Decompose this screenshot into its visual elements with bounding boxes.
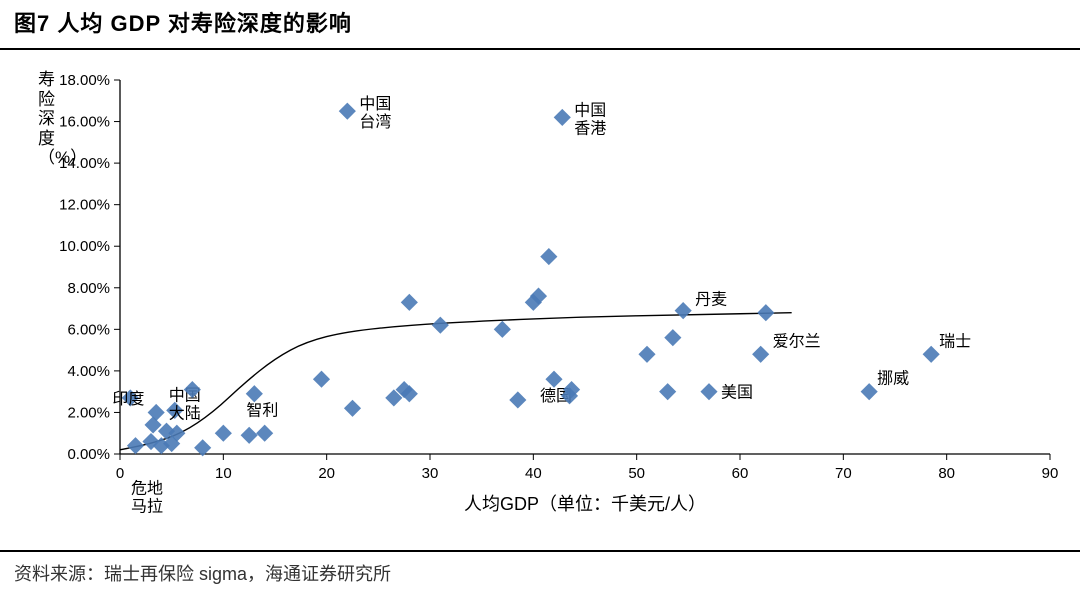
x-tick-label: 60: [732, 465, 749, 482]
scatter-point-label: 台湾: [359, 113, 391, 131]
scatter-point: [638, 346, 655, 363]
scatter-point: [700, 383, 717, 400]
x-tick-label: 80: [938, 465, 955, 482]
scatter-point: [256, 425, 273, 442]
y-tick-label: 4.00%: [67, 363, 110, 380]
scatter-point-label: 丹麦: [695, 291, 727, 309]
scatter-point: [432, 317, 449, 334]
scatter-point: [494, 321, 511, 338]
scatter-point-label: 大陆: [169, 404, 201, 422]
source-line: 资料来源：瑞士再保险 sigma，海通证券研究所: [0, 550, 1080, 594]
y-tick-label: 2.00%: [67, 404, 110, 421]
plot-area: 寿险深度（%） 0 10 20 30 40 50 60 70 80 90 0.00% 2.00% 4.0…: [0, 50, 1080, 544]
figure-root: 图7 人均 GDP 对寿险深度的影响 寿险深度（%） 0 10 20 30 40 50 60…: [0, 0, 1080, 594]
scatter-point: [241, 427, 258, 444]
scatter-point: [246, 385, 263, 402]
scatter-point: [215, 425, 232, 442]
scatter-point: [339, 103, 356, 120]
y-tick-label: 0.00%: [67, 446, 110, 463]
y-tick-label: 10.00%: [59, 238, 110, 255]
scatter-point: [659, 383, 676, 400]
figure-title: 图7 人均 GDP 对寿险深度的影响: [0, 0, 1080, 50]
scatter-point-label: 美国: [721, 384, 753, 402]
scatter-point: [540, 248, 557, 265]
scatter-point: [675, 302, 692, 319]
scatter-point: [923, 346, 940, 363]
x-tick-label: 10: [215, 465, 232, 482]
scatter-point: [752, 346, 769, 363]
x-tick-label: 70: [835, 465, 852, 482]
y-tick-label: 6.00%: [67, 321, 110, 338]
scatter-point-label: 智利: [246, 402, 278, 420]
scatter-point: [148, 404, 165, 421]
x-tick-label: 40: [525, 465, 542, 482]
x-axis-label: 人均GDP（单位：千美元/人）: [464, 494, 706, 514]
x-tick-label: 50: [628, 465, 645, 482]
scatter-point: [757, 304, 774, 321]
scatter-point: [545, 371, 562, 388]
scatter-point: [344, 400, 361, 417]
x-tick-label: 20: [318, 465, 335, 482]
scatter-point-label: 中国: [574, 101, 606, 119]
scatter-point: [401, 294, 418, 311]
scatter-point-label: 挪威: [877, 370, 909, 388]
y-tick-label: 8.00%: [67, 280, 110, 297]
scatter-point: [313, 371, 330, 388]
scatter-point-label: 危地: [131, 480, 163, 498]
scatter-point-label: 瑞士: [939, 332, 971, 350]
x-tick-label: 0: [116, 465, 124, 482]
scatter-point: [664, 329, 681, 346]
scatter-point-label: 中国: [359, 95, 391, 113]
scatter-point-label: 爱尔兰: [773, 332, 821, 350]
scatter-point: [509, 391, 526, 408]
x-tick-label: 30: [422, 465, 439, 482]
y-tick-label: 16.00%: [59, 114, 110, 131]
scatter-chart: 0 10 20 30 40 50 60 70 80 90 0.00% 2.00% 4.00% 6.00% 8…: [0, 50, 1080, 544]
y-axis-label: 寿险深度（%）: [38, 70, 55, 168]
scatter-point-label: 香港: [574, 119, 606, 137]
scatter-point: [554, 109, 571, 126]
scatter-point: [861, 383, 878, 400]
scatter-point-label: 马拉: [131, 498, 163, 516]
y-tick-label: 12.00%: [59, 197, 110, 214]
scatter-point-label: 印度: [112, 390, 144, 408]
y-tick-label: 18.00%: [59, 72, 110, 89]
x-tick-label: 90: [1042, 465, 1059, 482]
scatter-point: [127, 437, 144, 454]
